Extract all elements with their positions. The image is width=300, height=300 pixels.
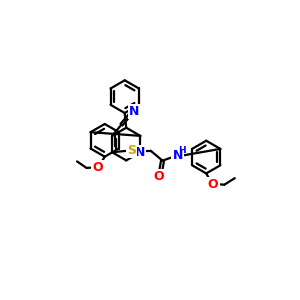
Text: N: N [129, 105, 140, 118]
Text: H: H [178, 146, 186, 155]
Text: N: N [135, 146, 145, 159]
Text: O: O [208, 178, 218, 191]
Text: N: N [172, 148, 183, 161]
Text: O: O [93, 161, 103, 175]
Text: O: O [154, 170, 164, 183]
Text: S: S [127, 144, 136, 157]
